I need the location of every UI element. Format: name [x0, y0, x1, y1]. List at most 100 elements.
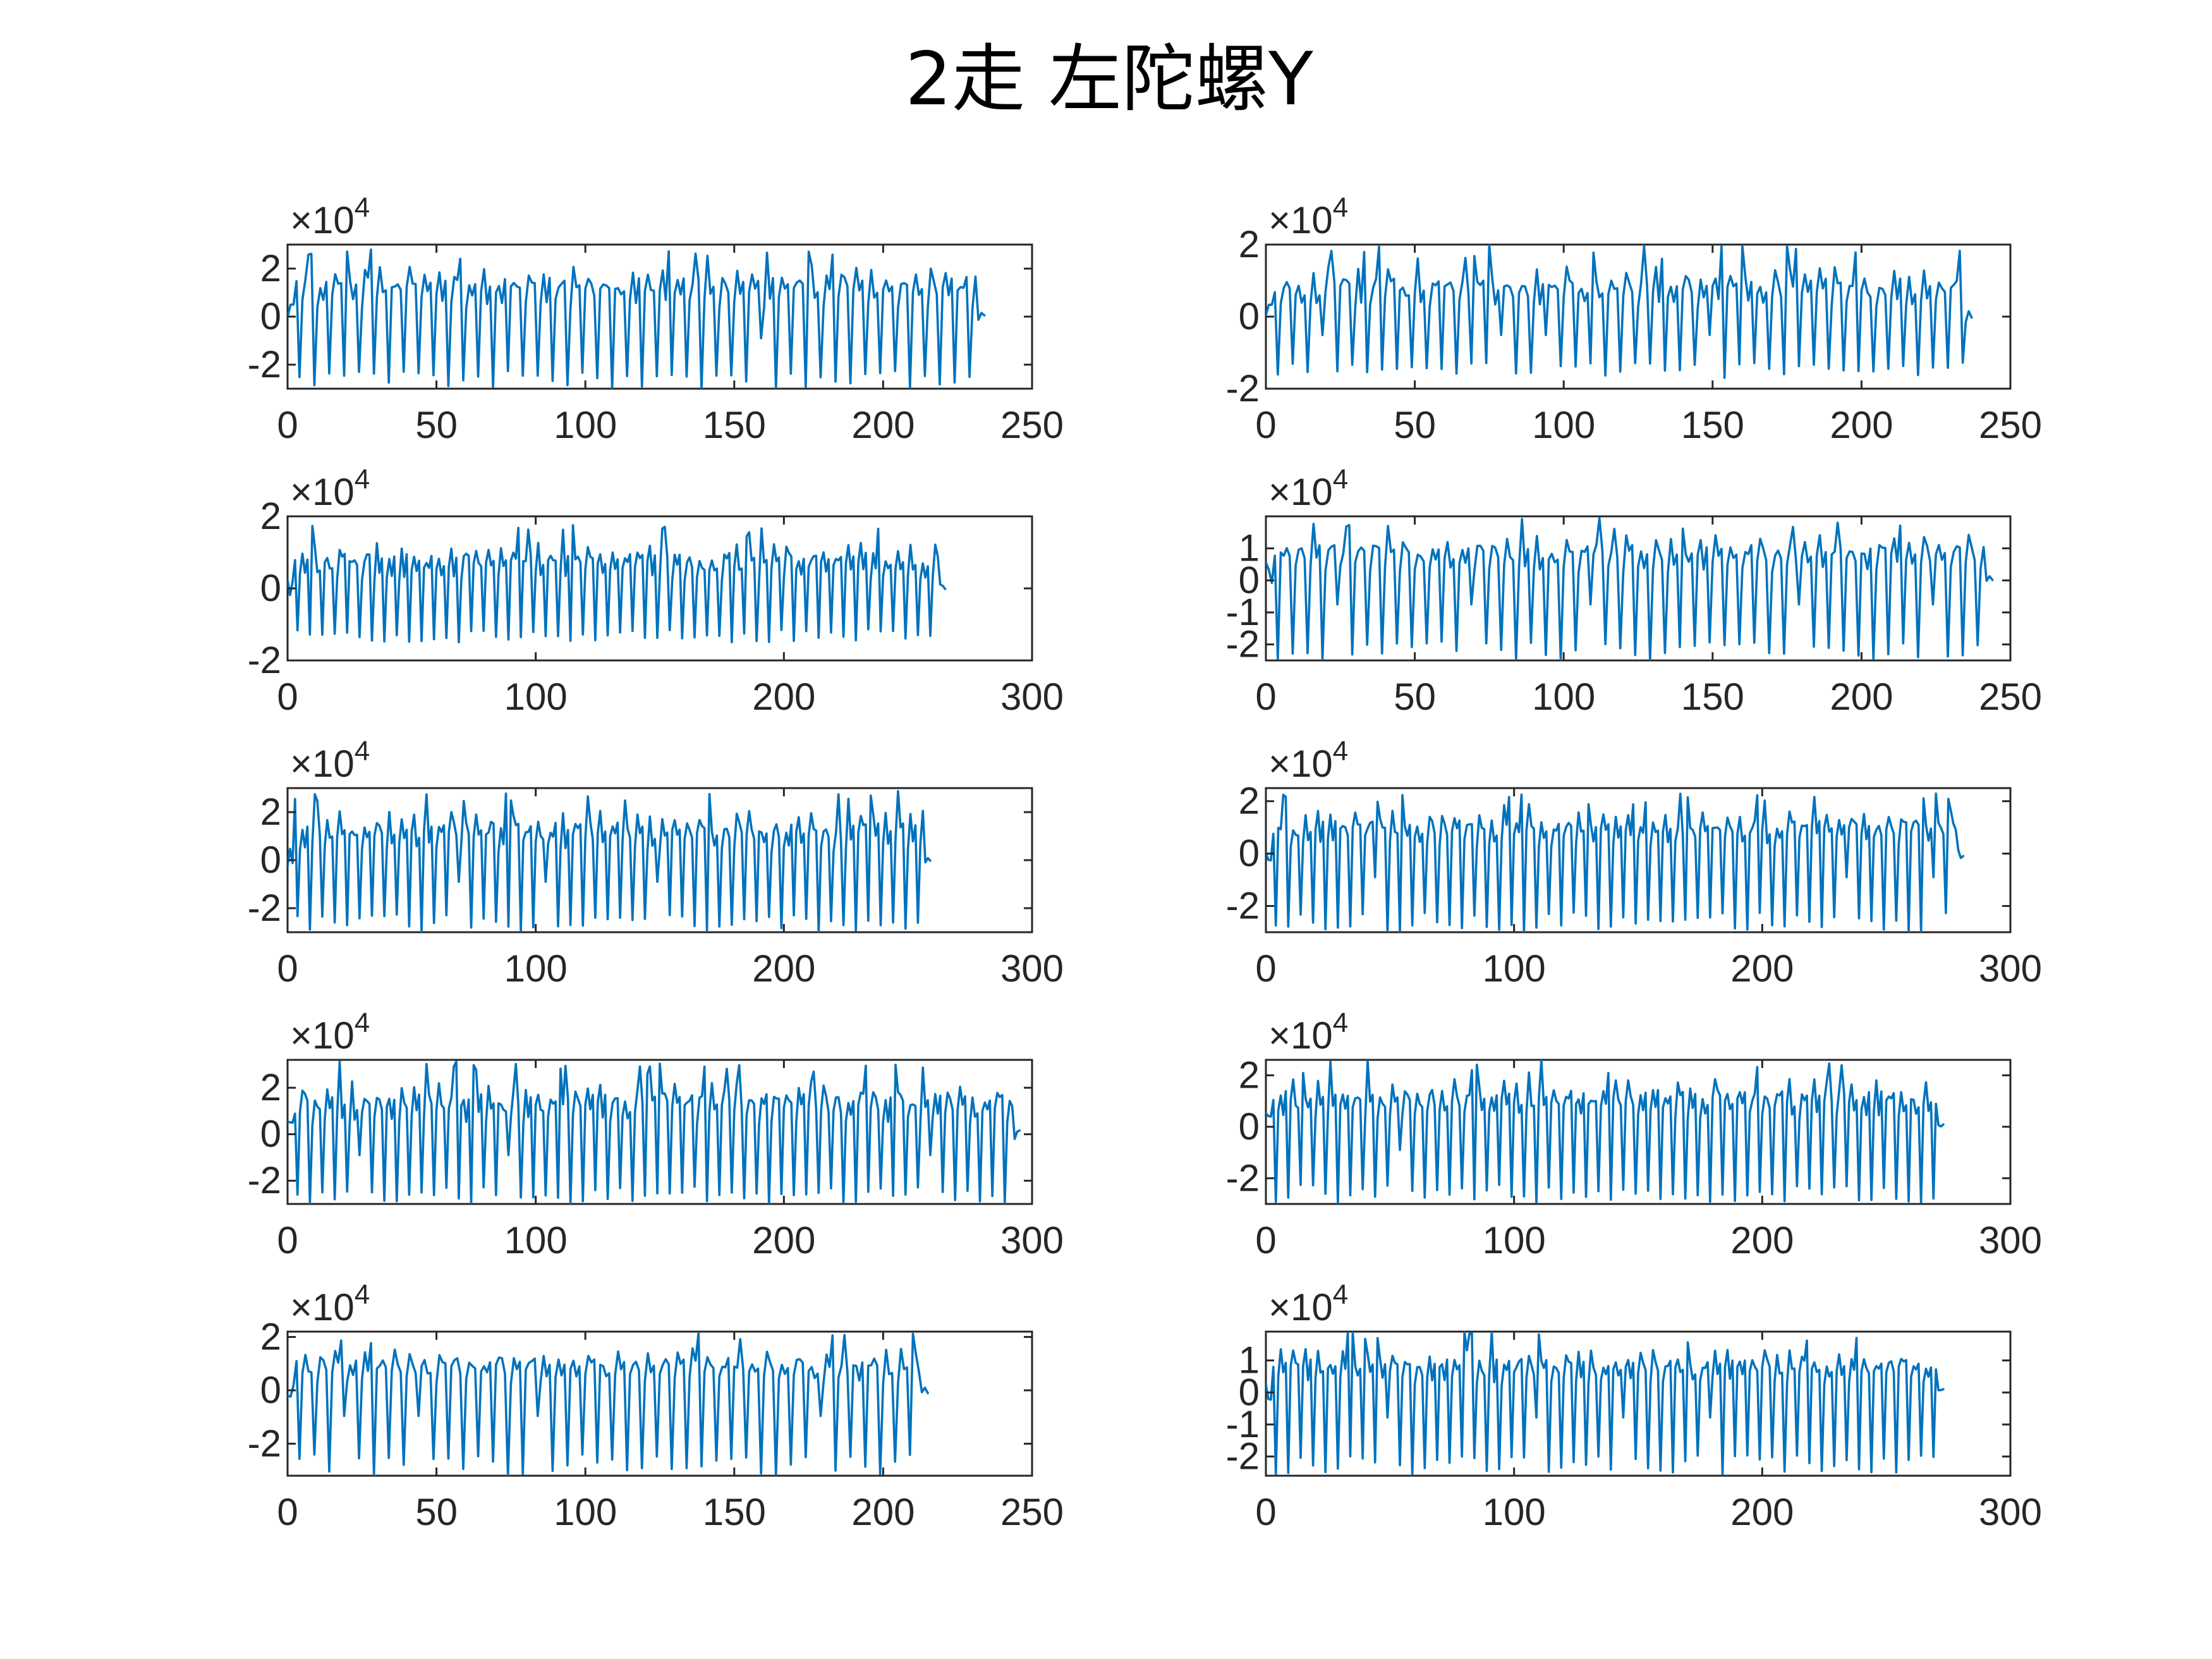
x-tick-label: 200 — [851, 1491, 915, 1533]
subplot-row5-left: 0 50 100 150 200 250 -2 0 2×104 — [248, 1279, 1064, 1533]
exponent-label: ×104 — [1268, 1007, 1348, 1057]
exponent-label: ×104 — [290, 464, 370, 513]
x-tick-label: 100 — [1483, 947, 1546, 990]
x-tick-label: 200 — [1830, 404, 1893, 446]
x-tick-label: 100 — [1532, 676, 1595, 718]
series-line — [1266, 792, 1965, 932]
y-tick-label: -1 — [1226, 1403, 1260, 1445]
exponent-label: ×104 — [1268, 736, 1348, 785]
y-tick-label: 2 — [260, 1066, 281, 1109]
series-line — [288, 248, 986, 389]
x-tick-label: 100 — [1483, 1491, 1546, 1533]
y-tick-label: 0 — [1239, 832, 1260, 875]
subplot-row3-right: 0 100 200 300 -2 0 2×104 — [1226, 736, 2042, 990]
y-tick-label: 1 — [1239, 1339, 1260, 1382]
x-tick-label: 300 — [1979, 1219, 2042, 1261]
y-tick-label: -2 — [1226, 623, 1260, 665]
exponent-label: ×104 — [1268, 464, 1348, 513]
x-tick-label: 300 — [1000, 676, 1064, 718]
y-tick-label: -2 — [1226, 1435, 1260, 1478]
x-tick-label: 50 — [1394, 676, 1436, 718]
series-line — [288, 1060, 1021, 1204]
x-tick-label: 0 — [277, 947, 298, 990]
subplot-row2-left: 0 100 200 300-202×104 — [248, 464, 1064, 718]
series-line — [1266, 1332, 1945, 1476]
x-tick-label: 0 — [277, 1219, 298, 1261]
x-tick-label: 50 — [415, 404, 458, 446]
y-tick-label: 0 — [260, 567, 281, 609]
y-tick-label: -1 — [1226, 591, 1260, 633]
y-tick-label: 2 — [260, 1315, 281, 1358]
x-tick-label: 200 — [1730, 1219, 1794, 1261]
y-tick-label: 0 — [1239, 295, 1260, 337]
series-line — [288, 789, 932, 932]
subplot-row1-left: 0 50 100 150 200 250 -2 0 2×104 — [248, 192, 1064, 446]
x-tick-label: 0 — [277, 404, 298, 446]
y-tick-label: 0 — [1239, 1371, 1260, 1413]
subplot-row2-right: 0 50 100 150 200 250-2-101×104 — [1226, 464, 2042, 718]
exponent-label: ×104 — [290, 1007, 370, 1057]
series-line — [288, 524, 947, 643]
x-tick-label: 0 — [277, 1491, 298, 1533]
x-tick-label: 200 — [1730, 1491, 1794, 1533]
y-tick-label: 0 — [1239, 559, 1260, 601]
y-tick-label: 2 — [260, 247, 281, 289]
y-tick-label: -2 — [248, 1159, 281, 1201]
x-tick-label: 200 — [1830, 676, 1893, 718]
y-tick-label: 0 — [260, 295, 281, 337]
y-tick-label: 2 — [1239, 1054, 1260, 1096]
y-tick-label: -2 — [1226, 1157, 1260, 1199]
y-tick-label: 0 — [260, 839, 281, 881]
subplot-row4-right: 0 100 200 300 -2 0 2×104 — [1226, 1007, 2042, 1261]
exponent-label: ×104 — [290, 192, 370, 241]
series-line — [1266, 1060, 1945, 1204]
x-tick-label: 300 — [1979, 1491, 2042, 1533]
x-tick-label: 300 — [1000, 1219, 1064, 1261]
y-tick-label: -2 — [248, 1422, 281, 1464]
series-line — [288, 1332, 929, 1476]
exponent-label: ×104 — [1268, 192, 1348, 241]
y-tick-label: 0 — [1239, 1105, 1260, 1148]
x-tick-label: 100 — [554, 404, 617, 446]
x-tick-label: 250 — [1979, 676, 2042, 718]
x-tick-label: 100 — [1483, 1219, 1546, 1261]
x-tick-label: 100 — [1532, 404, 1595, 446]
subplot-row3-left: 0 100 200 300 -2 0 2×104 — [248, 736, 1064, 990]
x-tick-label: 200 — [752, 947, 815, 990]
y-tick-label: 1 — [1239, 527, 1260, 569]
y-tick-label: -2 — [248, 343, 281, 386]
x-tick-label: 200 — [851, 404, 915, 446]
y-tick-label: 2 — [1239, 780, 1260, 822]
x-tick-label: 300 — [1979, 947, 2042, 990]
series-line — [1266, 245, 1973, 379]
subplot-row1-right: 0 50 100 150 200 250-202×104 — [1226, 192, 2042, 446]
exponent-label: ×104 — [1268, 1279, 1348, 1328]
x-tick-label: 50 — [1394, 404, 1436, 446]
x-tick-label: 150 — [703, 1491, 766, 1533]
x-tick-label: 200 — [1730, 947, 1794, 990]
x-tick-label: 200 — [752, 676, 815, 718]
series-line — [1266, 516, 1994, 660]
y-tick-label: -2 — [248, 639, 281, 681]
x-tick-label: 0 — [1255, 676, 1276, 718]
x-tick-label: 150 — [703, 404, 766, 446]
x-tick-label: 300 — [1000, 947, 1064, 990]
x-tick-label: 0 — [277, 676, 298, 718]
x-tick-label: 50 — [415, 1491, 458, 1533]
x-tick-label: 0 — [1255, 1219, 1276, 1261]
subplot-row5-right: 0 100 200 300-2-101×104 — [1226, 1279, 2042, 1533]
x-tick-label: 100 — [554, 1491, 617, 1533]
x-tick-label: 250 — [1979, 404, 2042, 446]
x-tick-label: 0 — [1255, 404, 1276, 446]
x-tick-label: 0 — [1255, 947, 1276, 990]
y-tick-label: -2 — [1226, 367, 1260, 410]
figure-title: 2走 左陀螺Y — [905, 37, 1314, 122]
x-tick-label: 100 — [504, 1219, 568, 1261]
y-tick-label: 0 — [260, 1113, 281, 1155]
x-tick-label: 0 — [1255, 1491, 1276, 1533]
x-tick-label: 200 — [752, 1219, 815, 1261]
y-tick-label: 2 — [1239, 223, 1260, 265]
subplot-row4-left: 0 100 200 300-202×104 — [248, 1007, 1064, 1261]
